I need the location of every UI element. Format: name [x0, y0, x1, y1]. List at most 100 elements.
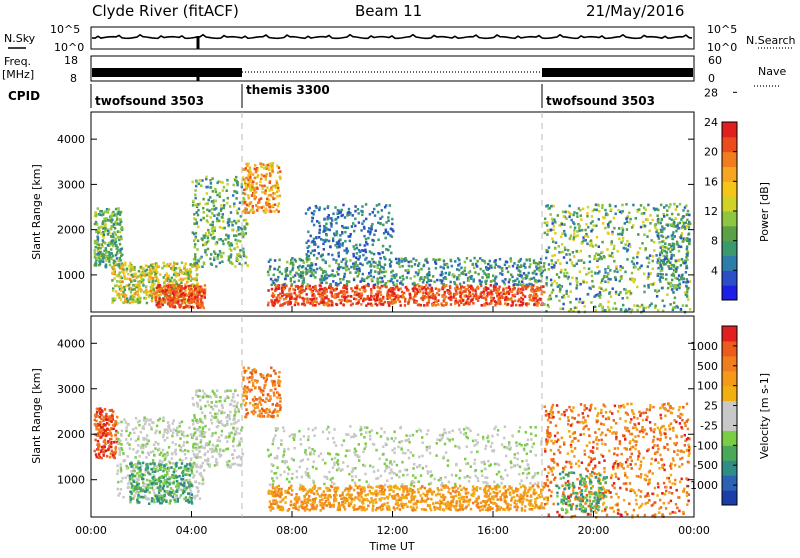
data-cell	[103, 416, 105, 419]
data-cell	[366, 262, 368, 265]
data-cell	[662, 273, 664, 276]
data-cell	[407, 289, 409, 292]
data-cell	[546, 221, 548, 224]
data-cell	[389, 234, 391, 237]
data-cell	[613, 260, 615, 263]
data-cell	[271, 288, 273, 291]
data-cell	[636, 305, 638, 308]
data-cell	[117, 259, 119, 262]
data-cell	[587, 293, 589, 296]
data-cell	[126, 297, 128, 300]
data-cell	[652, 255, 654, 258]
data-cell	[218, 220, 220, 223]
data-cell	[129, 447, 131, 450]
data-cell	[204, 284, 206, 287]
data-cell	[359, 255, 361, 258]
data-cell	[366, 298, 368, 301]
data-cell	[337, 242, 339, 245]
data-cell	[267, 304, 269, 307]
data-cell	[201, 301, 203, 304]
data-cell	[407, 269, 409, 272]
data-cell	[278, 266, 280, 269]
data-cell	[97, 440, 99, 443]
data-cell	[609, 269, 611, 272]
data-cell	[136, 472, 138, 475]
data-cell	[438, 294, 440, 297]
data-cell	[687, 281, 689, 284]
data-cell	[131, 301, 133, 304]
data-cell	[535, 273, 537, 276]
radar-title: Clyde River (fitACF)	[92, 2, 239, 20]
data-cell	[657, 220, 659, 223]
data-cell	[219, 181, 221, 184]
data-cell	[561, 243, 563, 246]
cpid-label: CPID	[8, 89, 40, 103]
data-cell	[666, 254, 668, 257]
colorbar-tick-label: 16	[704, 175, 718, 188]
data-cell	[353, 265, 355, 268]
data-cell	[687, 298, 689, 301]
data-cell	[414, 294, 416, 297]
data-cell	[622, 266, 624, 269]
data-cell	[427, 273, 429, 276]
data-cell	[631, 226, 633, 229]
data-cell	[243, 226, 245, 229]
data-cell	[99, 407, 101, 410]
data-cell	[637, 233, 639, 236]
data-cell	[199, 466, 201, 469]
data-cell	[332, 213, 334, 216]
data-cell	[561, 296, 563, 299]
data-cell	[670, 282, 672, 285]
data-cell	[210, 253, 212, 256]
data-cell	[213, 205, 215, 208]
data-cell	[270, 299, 272, 302]
data-cell	[674, 277, 676, 280]
data-cell	[170, 291, 172, 294]
data-cell	[111, 225, 113, 228]
data-cell	[422, 291, 424, 294]
data-cell	[190, 271, 192, 274]
data-cell	[117, 431, 119, 434]
data-cell	[118, 265, 120, 268]
data-cell	[156, 465, 158, 468]
data-cell	[208, 199, 210, 202]
data-cell	[263, 185, 265, 188]
data-cell	[387, 280, 389, 283]
data-cell	[182, 296, 184, 299]
data-cell	[184, 286, 186, 289]
data-cell	[217, 257, 219, 260]
data-cell	[206, 254, 208, 257]
data-cell	[294, 304, 296, 307]
data-cell	[504, 298, 506, 301]
data-cell	[132, 428, 134, 431]
data-cell	[334, 206, 336, 209]
data-cell	[630, 292, 632, 295]
data-cell	[197, 303, 199, 306]
data-cell	[374, 270, 376, 273]
data-cell	[99, 431, 101, 434]
data-cell	[211, 177, 213, 180]
data-cell	[539, 299, 541, 302]
data-cell	[475, 294, 477, 297]
data-cell	[548, 263, 550, 266]
data-cell	[382, 245, 384, 248]
data-cell	[489, 265, 491, 268]
data-cell	[132, 296, 134, 299]
data-cell	[508, 265, 510, 268]
data-cell	[266, 198, 268, 201]
data-cell	[504, 278, 506, 281]
data-cell	[488, 273, 490, 276]
data-cell	[578, 259, 580, 262]
data-cell	[565, 217, 567, 220]
data-cell	[382, 296, 384, 299]
data-cell	[633, 281, 635, 284]
data-cell	[340, 302, 342, 305]
data-cell	[119, 439, 121, 442]
data-cell	[192, 181, 194, 184]
data-cell	[114, 457, 116, 460]
data-cell	[216, 220, 218, 223]
data-cell	[505, 260, 507, 263]
data-cell	[144, 496, 146, 499]
data-cell	[516, 267, 518, 270]
data-cell	[186, 435, 188, 438]
